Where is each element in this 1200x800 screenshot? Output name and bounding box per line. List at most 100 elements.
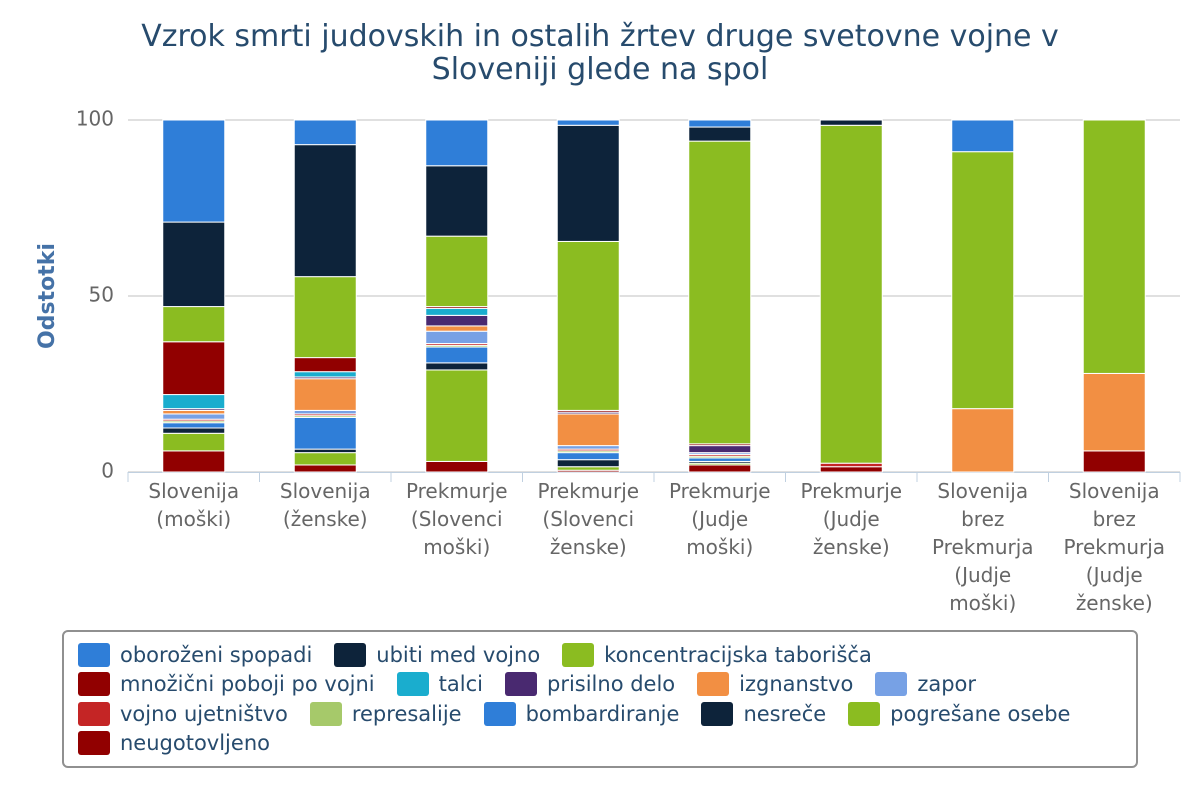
bar-segment [293, 276, 357, 359]
legend-item[interactable]: množični poboji po vojni [78, 670, 375, 700]
bar-segment [162, 409, 226, 415]
bar-segment [293, 371, 357, 378]
legend-swatch [848, 701, 881, 726]
bar-segment [556, 459, 620, 468]
bar-segment [951, 408, 1015, 473]
bar-segment [1082, 372, 1146, 452]
bar-segment [556, 124, 620, 242]
legend-item[interactable]: bombardiranje [483, 699, 680, 729]
bar-segment [162, 422, 226, 429]
legend-swatch [78, 731, 110, 756]
bar-segment [556, 466, 620, 471]
legend-label: talci [438, 672, 483, 697]
bar-segment [425, 307, 489, 316]
bar-segment [688, 445, 752, 454]
chart-title: Vzrok smrti judovskih in ostalih žrtev d… [141, 19, 1059, 87]
bar-segment [688, 464, 752, 473]
bar-segment [688, 126, 752, 142]
bar-segment [1082, 119, 1146, 374]
legend-item[interactable]: oboroženi spopadi [78, 640, 312, 670]
legend-label: prisilno delo [546, 672, 676, 697]
bar-segment [293, 416, 357, 450]
bar-segment [162, 306, 226, 343]
legend-swatch [396, 672, 429, 697]
bar-segment [556, 240, 620, 411]
bar-segment [425, 165, 489, 237]
legend-item[interactable]: pogrešane osebe [848, 699, 1070, 729]
legend-swatch [697, 672, 730, 697]
x-tick-label: Prekmurje (Judje moški) [669, 479, 771, 559]
bar-segment [293, 448, 357, 454]
legend-label: množični poboji po vojni [120, 672, 375, 697]
bar-segment [819, 119, 883, 126]
bar-segment [162, 119, 226, 223]
legend-swatch [875, 672, 908, 697]
legend-label: zapor [917, 672, 977, 697]
bar-segment [425, 314, 489, 327]
bar-segment [425, 330, 489, 345]
legend-item[interactable]: koncentracijska taborišča [562, 640, 872, 670]
x-tick-label: Slovenija brez Prekmurja (Judje ženske) [1063, 479, 1165, 615]
bar-segment [293, 409, 357, 415]
legend-label: nesreče [743, 701, 827, 726]
legend-item[interactable]: ubiti med vojno [334, 640, 540, 670]
legend-swatch [78, 672, 110, 697]
bar-segment [162, 413, 226, 420]
bar-segment [425, 346, 489, 364]
legend-label: izgnanstvo [739, 672, 854, 697]
legend-label: oboroženi spopadi [120, 642, 313, 667]
legend-swatch [309, 701, 342, 726]
bar-segment [819, 466, 883, 473]
bar-segment [951, 151, 1015, 410]
legend-item[interactable]: talci [396, 670, 483, 700]
bar-segment [425, 460, 489, 473]
legend-item[interactable]: prisilno delo [504, 670, 676, 700]
bar-segment [425, 325, 489, 332]
bar-segment [425, 235, 489, 308]
legend-swatch [483, 701, 516, 726]
bar-segment [556, 452, 620, 461]
legend-item[interactable]: neugotovljeno [78, 729, 270, 759]
bar-segment [688, 457, 752, 462]
legend-swatch [334, 642, 367, 667]
legend-swatch [562, 642, 595, 667]
bar-segment [293, 119, 357, 146]
bar-segment [688, 119, 752, 128]
legend-label: neugotovljeno [120, 731, 270, 756]
legend-item[interactable]: vojno ujetništvo [78, 699, 288, 729]
y-tick-label: 50 [89, 283, 114, 307]
bar-segment [293, 144, 357, 278]
x-tick-label: Slovenija brez Prekmurja (Judje moški) [932, 479, 1034, 615]
bar-segment [425, 369, 489, 462]
y-tick-label: 0 [101, 459, 114, 483]
x-tick-label: Prekmurje (Judje ženske) [800, 479, 902, 559]
bar-segment [162, 341, 226, 396]
legend-label: ubiti med vojno [376, 642, 541, 667]
legend-item[interactable]: nesreče [701, 699, 826, 729]
x-tick-label: Slovenija (ženske) [280, 479, 371, 531]
legend-label: vojno ujetništvo [120, 701, 288, 726]
bar-segment [162, 394, 226, 410]
bar-segment [425, 362, 489, 371]
bar-segment [293, 357, 357, 373]
bar-segment [162, 221, 226, 308]
bar-segment [293, 464, 357, 473]
bar-segment [951, 119, 1015, 153]
x-tick-label: Prekmurje (Slovenci ženske) [537, 479, 639, 559]
legend-item[interactable]: represalije [309, 699, 462, 729]
bar-segment [556, 119, 620, 126]
bar-segment [819, 462, 883, 468]
y-tick-label: 100 [76, 107, 114, 131]
legend-swatch [504, 672, 537, 697]
bar-segment [688, 140, 752, 445]
bar-segment [556, 413, 620, 447]
legend-label: bombardiranje [525, 701, 680, 726]
legend-label: represalije [351, 701, 462, 726]
legend-item[interactable]: zapor [875, 670, 976, 700]
x-tick-label: Slovenija (moški) [148, 479, 239, 531]
legend-swatch [78, 642, 110, 667]
legend-item[interactable]: izgnanstvo [697, 670, 853, 700]
legend-swatch [78, 701, 110, 726]
